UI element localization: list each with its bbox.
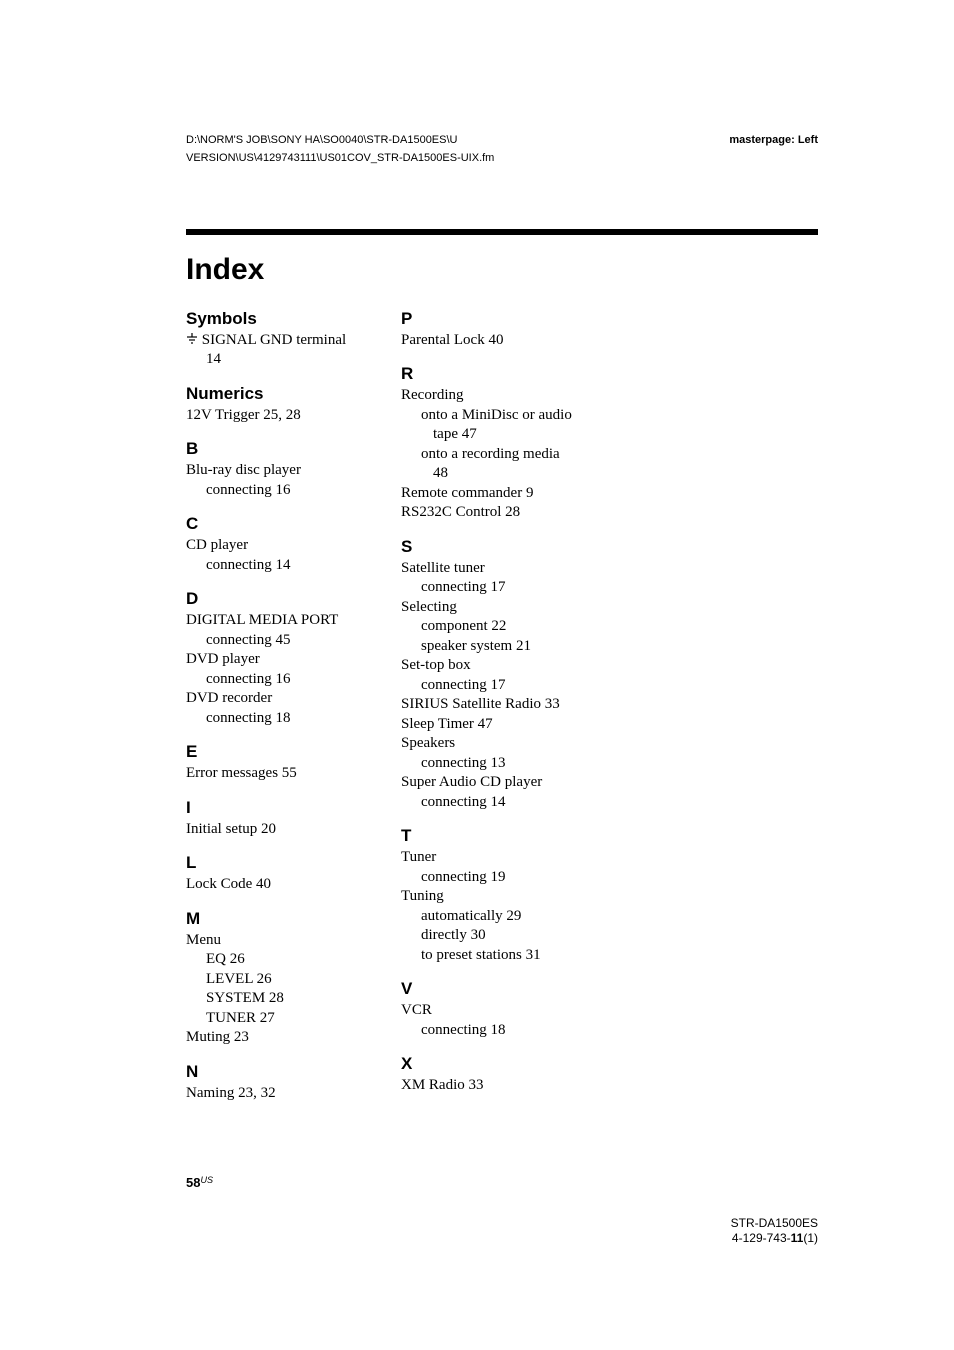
index-section-head: R: [401, 364, 586, 384]
index-subentry: onto a MiniDisc or audio: [401, 406, 586, 426]
index-section-head: L: [186, 853, 371, 873]
header-path-line: VERSION\US\4129743111\US01COV_STR-DA1500…: [186, 152, 818, 166]
index-subentry: connecting 16: [186, 670, 371, 690]
index-section-head: C: [186, 514, 371, 534]
ground-icon: [186, 332, 198, 344]
index-subentry: connecting 14: [401, 793, 586, 813]
index-subentry: connecting 16: [186, 481, 371, 501]
index-entry: CD player: [186, 536, 371, 556]
index-subentry: SYSTEM 28: [186, 989, 371, 1009]
index-subentry: TUNER 27: [186, 1009, 371, 1029]
index-subentry: connecting 18: [401, 1021, 586, 1041]
index-entry: Naming 23, 32: [186, 1084, 371, 1104]
index-subentry: EQ 26: [186, 950, 371, 970]
index-entry: 12V Trigger 25, 28: [186, 406, 371, 426]
index-entry: Recording: [401, 386, 586, 406]
page-number: 58US: [186, 1175, 213, 1190]
header-path-line: D:\NORM'S JOB\SONY HA\SO0040\STR-DA1500E…: [186, 134, 818, 148]
index-subentry: 48: [401, 464, 586, 484]
index-subentry: connecting 14: [186, 556, 371, 576]
masterpage-label: masterpage: Left: [729, 134, 818, 146]
index-section-head: N: [186, 1062, 371, 1082]
index-subentry: to preset stations 31: [401, 946, 586, 966]
index-entry: Remote commander 9: [401, 484, 586, 504]
index-subentry: automatically 29: [401, 907, 586, 927]
index-entry: DVD player: [186, 650, 371, 670]
index-subentry: directly 30: [401, 926, 586, 946]
index-entry: Blu-ray disc player: [186, 461, 371, 481]
index-section-head: S: [401, 537, 586, 557]
index-section-head: V: [401, 979, 586, 999]
index-column-left: Symbols SIGNAL GND terminal14 Numerics12V…: [186, 309, 371, 1104]
index-entry: Selecting: [401, 598, 586, 618]
index-subentry: connecting 45: [186, 631, 371, 651]
index-subentry: component 22: [401, 617, 586, 637]
index-entry: Menu: [186, 931, 371, 951]
index-section-head: D: [186, 589, 371, 609]
index-subentry: 14: [186, 350, 371, 370]
index-entry: Tuning: [401, 887, 586, 907]
section-rule: [186, 229, 818, 235]
index-subentry: LEVEL 26: [186, 970, 371, 990]
page-title: Index: [186, 253, 818, 287]
index-subentry: speaker system 21: [401, 637, 586, 657]
footer-model-info: STR-DA1500ES 4-129-743-11(1): [731, 1216, 818, 1247]
index-entry: DIGITAL MEDIA PORT: [186, 611, 371, 631]
index-entry: Speakers: [401, 734, 586, 754]
index-entry: Super Audio CD player: [401, 773, 586, 793]
index-entry: SIGNAL GND terminal: [186, 331, 371, 351]
index-entry: SIRIUS Satellite Radio 33: [401, 695, 586, 715]
index-section-head: P: [401, 309, 586, 329]
index-section-head: I: [186, 798, 371, 818]
index-entry: VCR: [401, 1001, 586, 1021]
index-subentry: connecting 13: [401, 754, 586, 774]
index-section-head: Numerics: [186, 384, 371, 404]
index-section-head: M: [186, 909, 371, 929]
index-entry: Sleep Timer 47: [401, 715, 586, 735]
index-entry: XM Radio 33: [401, 1076, 586, 1096]
index-entry: Muting 23: [186, 1028, 371, 1048]
index-section-head: E: [186, 742, 371, 762]
index-entry: DVD recorder: [186, 689, 371, 709]
index-section-head: B: [186, 439, 371, 459]
index-subentry: tape 47: [401, 425, 586, 445]
index-subentry: onto a recording media: [401, 445, 586, 465]
index-entry: Error messages 55: [186, 764, 371, 784]
index-entry: Initial setup 20: [186, 820, 371, 840]
index-entry: Satellite tuner: [401, 559, 586, 579]
index-section-head: X: [401, 1054, 586, 1074]
index-section-head: T: [401, 826, 586, 846]
index-subentry: connecting 19: [401, 868, 586, 888]
index-entry: Parental Lock 40: [401, 331, 586, 351]
index-section-head: Symbols: [186, 309, 371, 329]
index-subentry: connecting 17: [401, 578, 586, 598]
index-column-right: PParental Lock 40 RRecordingonto a MiniDi…: [401, 309, 586, 1104]
index-subentry: connecting 18: [186, 709, 371, 729]
index-entry: Tuner: [401, 848, 586, 868]
index-entry: RS232C Control 28: [401, 503, 586, 523]
index-entry: Set-top box: [401, 656, 586, 676]
index-subentry: connecting 17: [401, 676, 586, 696]
index-entry: Lock Code 40: [186, 875, 371, 895]
